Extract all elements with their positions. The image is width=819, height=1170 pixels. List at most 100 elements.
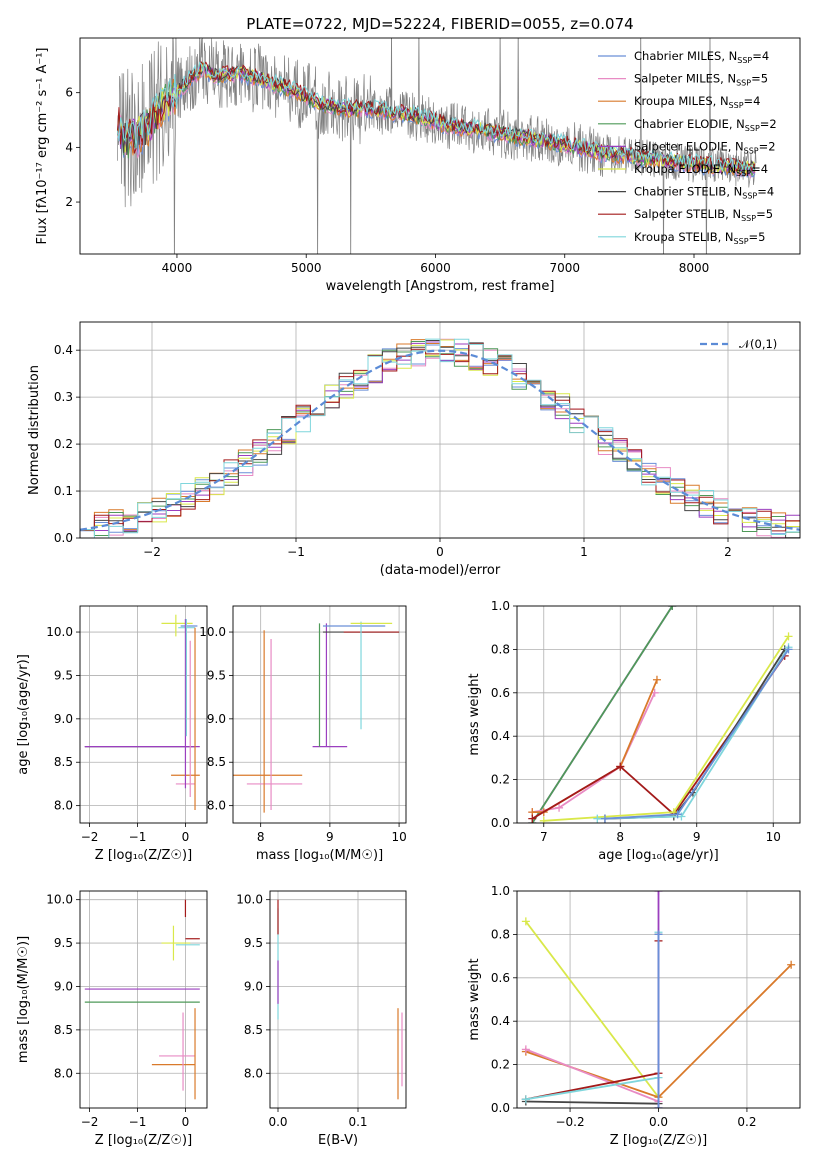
x-tick-label: 0.1 (348, 1115, 367, 1129)
x-axis-label: (data-model)/error (380, 563, 501, 578)
plot-area (277, 899, 403, 1100)
y-axis-label: mass weight (467, 958, 482, 1040)
x-tick-label: −1 (287, 545, 305, 559)
marker (652, 675, 661, 684)
x-tick-label: −2 (143, 545, 161, 559)
y-axis-label: mass [log₁₀(M/M☉)] (16, 936, 31, 1063)
y-tick-label: 0.8 (491, 642, 510, 656)
x-tick-label: 8 (257, 830, 265, 844)
x-tick-label: 9 (326, 830, 334, 844)
x-tick-label: 9 (693, 830, 701, 844)
x-tick-label: −2 (81, 1115, 99, 1129)
legend-label: Salpeter MILES, NSSP=5 (634, 72, 768, 88)
y-tick-label: 8.0 (207, 799, 226, 813)
marker (539, 816, 548, 823)
marker (784, 645, 793, 654)
panel-Z-age: −2 −1 0 8.0 8.5 9.0 9.5 10.0 Z [log₁₀(Z/Z☉)] age … (16, 605, 208, 863)
axes-frame (79, 321, 801, 539)
x-tick-label: −2 (81, 830, 99, 844)
x-tick-label: 0.0 (649, 1115, 668, 1129)
y-tick-label: 8.5 (54, 755, 73, 769)
y-tick-label: 0.0 (54, 531, 73, 545)
legend-sub: SSP (745, 124, 760, 133)
y-tick-label: 8.5 (207, 755, 226, 769)
marker (654, 891, 663, 895)
legend-sub: SSP (742, 192, 757, 201)
y-tick-label: 4 (65, 140, 73, 154)
legend-sub: SSP (736, 169, 751, 178)
x-tick-label: 10 (391, 830, 406, 844)
legend-nssp: =4 (752, 49, 769, 63)
marker (668, 606, 677, 610)
y-tick-label: 0.4 (491, 729, 510, 743)
x-tick-label: 8000 (679, 261, 710, 275)
marker (654, 930, 663, 939)
x-tick-label: 2 (724, 545, 732, 559)
y-axis-label: Flux [fλ10⁻¹⁷ erg cm⁻² s⁻¹ A⁻¹] (35, 48, 50, 245)
axes-frame (232, 605, 407, 824)
x-axis-label: wavelength [Angstrom, rest frame] (326, 279, 555, 294)
y-tick-label: 0.8 (491, 927, 510, 941)
observed-spectrum (117, 38, 757, 254)
y-tick-label: 0.3 (54, 390, 73, 404)
marker (787, 960, 796, 969)
y-tick-label: 10.0 (46, 625, 73, 639)
legend: Chabrier MILES, NSSP=4 Salpeter MILES, NS… (598, 49, 777, 246)
legend-sub: SSP (734, 237, 749, 246)
y-tick-label: 8.0 (54, 1066, 73, 1080)
marker (616, 762, 625, 771)
y-tick-label: 9.5 (207, 668, 226, 682)
legend-label: Kroupa STELIB, NSSP=5 (634, 230, 765, 246)
series-1 (531, 606, 674, 823)
legend-label: 𝒩(0,1) (739, 337, 777, 351)
y-tick-label: 9.0 (207, 712, 226, 726)
y-tick-label: 2 (65, 195, 73, 209)
figure-title: PLATE=0722, MJD=52224, FIBERID=0055, z=0… (246, 15, 633, 33)
y-tick-label: 0.2 (491, 1058, 510, 1072)
legend-nssp: =4 (757, 185, 774, 199)
y-tick-label: 0.1 (54, 484, 73, 498)
x-axis-label: Z [log₁₀(Z/Z☉)] (95, 848, 192, 863)
series-2 (525, 1048, 659, 1103)
panel-Z-mass: −2 −1 0 8.0 8.5 9.0 9.5 10.0 Z [log₁₀(Z/Z☉)] mass… (16, 890, 208, 1148)
legend-sub: SSP (736, 79, 751, 88)
legend-label: Chabrier ELODIE, NSSP=2 (634, 117, 777, 133)
y-tick-label: 8.5 (54, 1023, 73, 1037)
x-tick-label: −0.2 (555, 1115, 584, 1129)
x-tick-label: 0 (436, 545, 444, 559)
y-tick-label: 6 (65, 86, 73, 100)
y-tick-label: 10.0 (46, 893, 73, 907)
axes-frame (269, 890, 407, 1109)
marker (673, 810, 682, 819)
legend-nssp: =5 (751, 72, 768, 86)
y-tick-label: 0.0 (491, 816, 510, 830)
series-0 (525, 920, 660, 1098)
marker (521, 1095, 530, 1104)
y-tick-label: 0.4 (491, 1014, 510, 1028)
y-tick-label: 0.6 (491, 686, 510, 700)
x-tick-label: 1 (580, 545, 588, 559)
panel-EBV-mass: 0.0 0.1 8.0 8.5 9.0 9.5 10.0 E(B-V) (236, 890, 407, 1148)
legend-nssp: =4 (744, 94, 761, 108)
x-axis-label: Z [log₁₀(Z/Z☉)] (95, 1133, 192, 1148)
y-tick-label: 8.0 (54, 799, 73, 813)
axes-frame (516, 605, 801, 824)
y-tick-label: 0.4 (54, 343, 73, 357)
panel-mass-age: 8 9 10 8.0 8.5 9.0 9.5 10.0 mass [log₁₀(M/M☉)] (199, 605, 407, 863)
panel-residual-histogram: −2 −1 0 1 2 0.0 0.1 0.2 0.3 0.4 (data-model)/error… (27, 321, 801, 578)
model-spectrum-7 (117, 60, 756, 172)
x-tick-label: 0.0 (268, 1115, 287, 1129)
y-tick-label: 9.0 (54, 979, 73, 993)
normal-curve (80, 349, 800, 531)
plot-area (117, 38, 757, 254)
legend-sub: SSP (741, 214, 756, 223)
y-tick-label: 0.6 (491, 971, 510, 985)
plot-area (84, 899, 200, 1100)
x-tick-label: 5000 (291, 261, 322, 275)
marker (528, 814, 537, 823)
x-tick-label: 0 (182, 1115, 190, 1129)
y-tick-label: 0.2 (491, 773, 510, 787)
marker (654, 1104, 663, 1108)
